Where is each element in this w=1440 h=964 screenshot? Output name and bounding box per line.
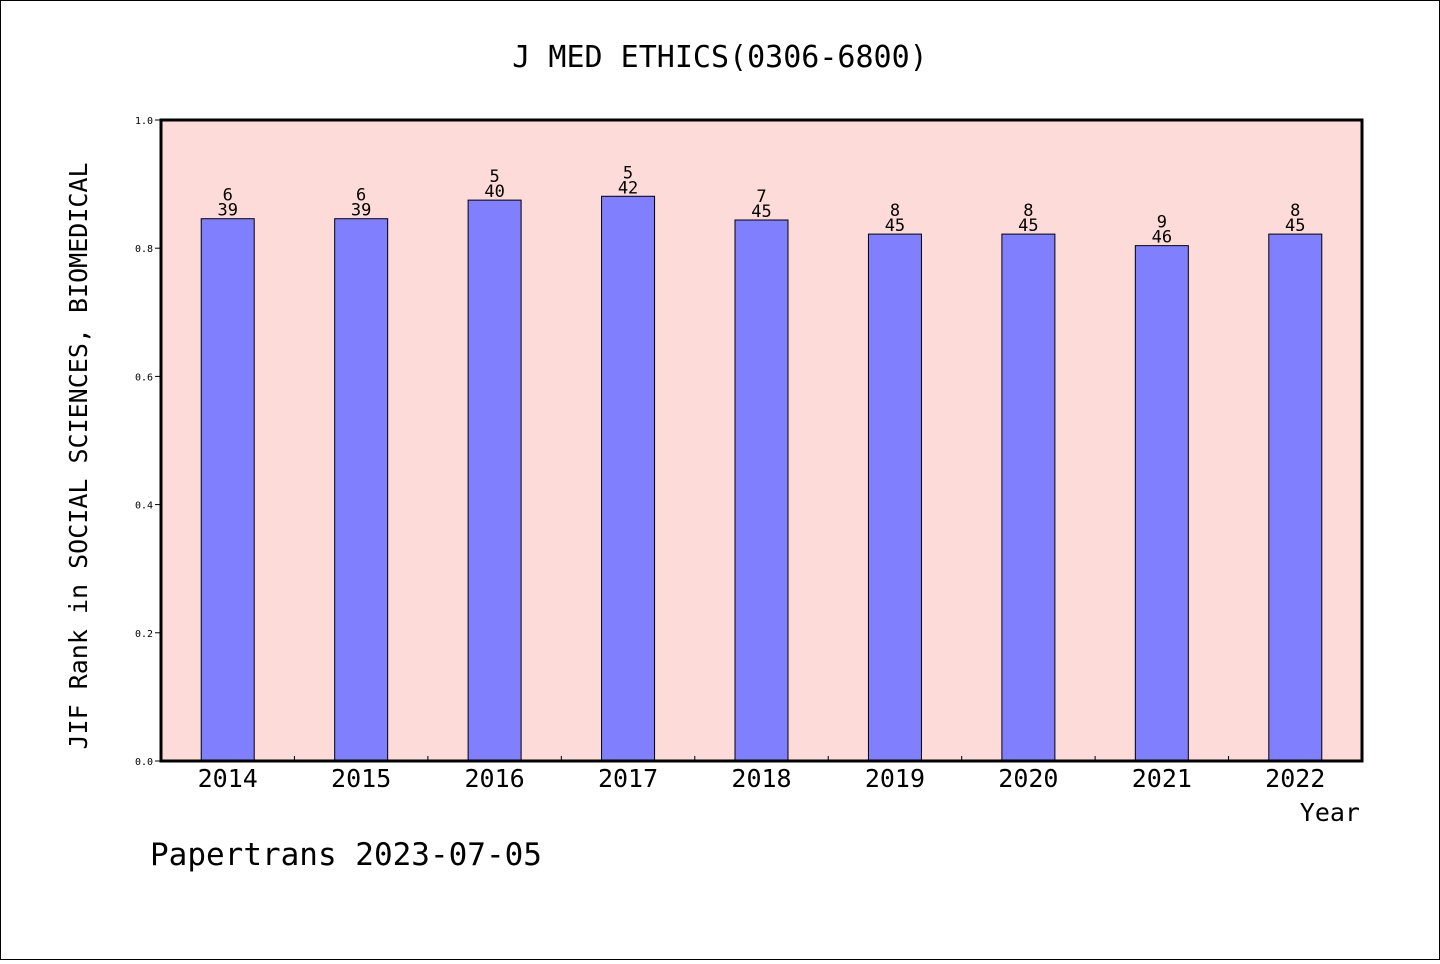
x-tick-label: 2018	[731, 764, 791, 793]
bar	[1268, 233, 1323, 762]
y-tick-label: 1.0	[135, 116, 153, 127]
x-tick-label: 2021	[1132, 764, 1192, 793]
y-tick-label: 0.8	[135, 244, 153, 255]
bar-rank-label: 7	[756, 187, 766, 207]
y-tick-label: 0.2	[135, 629, 153, 640]
bar-total-label: 39	[217, 201, 237, 221]
y-tick-label: 0.0	[135, 757, 153, 768]
bar-total-label: 39	[351, 201, 371, 221]
bar	[1134, 245, 1189, 762]
y-axis: 0.0 0.2 0.4 0.6 0.8 1.0	[135, 116, 161, 768]
x-tick-label: 2015	[331, 764, 391, 793]
bar-total-label: 42	[618, 178, 638, 198]
x-axis-label: Year	[1300, 798, 1360, 827]
bar-total-label: 45	[1285, 216, 1305, 236]
bar-total-label: 46	[1152, 228, 1172, 248]
x-tick-label: 2014	[198, 764, 258, 793]
bar	[867, 233, 922, 762]
bar	[200, 218, 255, 762]
footer-credit: Papertrans 2023-07-05	[150, 837, 542, 873]
x-axis: 2014 2015 2016 2017 2018 2019 2020 2021 2022	[198, 756, 1325, 793]
bar-total-label: 45	[885, 216, 905, 236]
bar-rank-label: 6	[223, 186, 233, 206]
plot-area	[159, 118, 1364, 763]
x-tick-label: 2016	[465, 764, 525, 793]
bar-rank-label: 9	[1157, 213, 1167, 233]
bar	[334, 218, 389, 762]
bar	[467, 199, 522, 762]
y-tick-label: 0.4	[135, 501, 153, 512]
bar	[734, 219, 789, 762]
bar-rank-label: 5	[623, 163, 633, 183]
y-tick-label: 0.6	[135, 372, 153, 383]
x-tick-label: 2019	[865, 764, 925, 793]
bar	[1001, 233, 1056, 762]
bar	[601, 195, 656, 762]
bar-rank-label: 5	[489, 167, 499, 187]
bar-rank-label: 6	[356, 186, 366, 206]
x-tick-label: 2022	[1265, 764, 1325, 793]
bar-total-label: 45	[1018, 216, 1038, 236]
y-axis-label: JIF Rank in SOCIAL SCIENCES, BIOMEDICAL	[64, 163, 93, 750]
bar-rank-label: 8	[1023, 201, 1033, 221]
bar-rank-label: 8	[890, 201, 900, 221]
bar-total-label: 40	[484, 182, 504, 202]
x-tick-label: 2017	[598, 764, 658, 793]
x-tick-label: 2020	[998, 764, 1058, 793]
bar-rank-label: 8	[1290, 201, 1300, 221]
bar-total-label: 45	[751, 202, 771, 222]
chart-title: J MED ETHICS(0306-6800)	[512, 40, 927, 75]
